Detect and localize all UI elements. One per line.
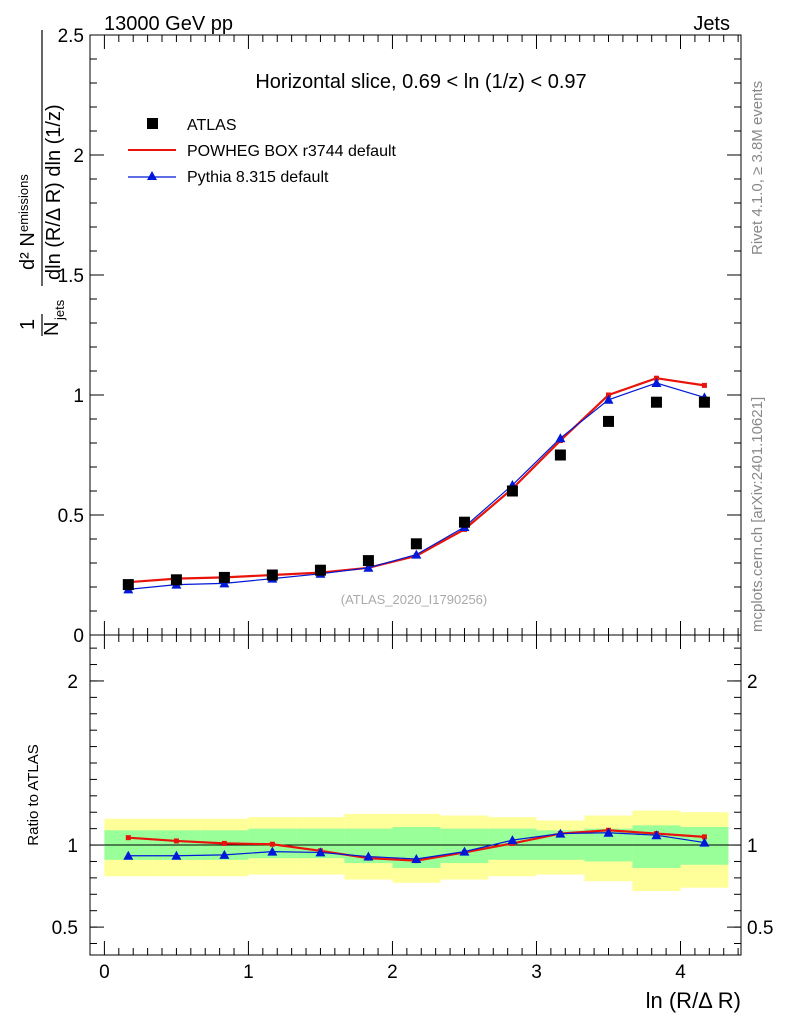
atlas-point <box>170 574 182 586</box>
atlas-point <box>122 579 134 591</box>
ratio-xtick-label: 0 <box>99 962 110 983</box>
ratio-pythia-point <box>411 854 422 863</box>
ratio-ytick-label: 1 <box>67 836 78 857</box>
svg-text:emissions: emissions <box>16 174 31 232</box>
legend-pythia-label: Pythia 8.315 default <box>187 169 329 186</box>
mcplots-label: mcplots.cern.ch [arXiv:2401.10621] <box>749 397 766 632</box>
header-left-label: 13000 GeV pp <box>104 13 233 35</box>
pythia-point <box>603 394 614 404</box>
atlas-point <box>362 555 374 567</box>
atlas-point <box>554 449 566 461</box>
pythia-point <box>651 378 662 387</box>
atlas-point <box>602 415 614 427</box>
ratio-pythia-point <box>219 849 230 859</box>
ratio-pythia-point <box>123 850 134 860</box>
atlas-point <box>650 396 662 408</box>
svg-text:1: 1 <box>17 319 39 330</box>
svg-text:dln (R/Δ R) dln (1/z): dln (R/Δ R) dln (1/z) <box>43 104 65 280</box>
atlas-point <box>314 564 326 576</box>
ratio-pythia-point <box>267 846 278 856</box>
ratio-xtick-label: 1 <box>243 962 254 983</box>
rivet-label: Rivet 4.1.0, ≥ 3.8M events <box>749 81 766 255</box>
ratio-pythia-point <box>363 851 374 861</box>
ratio-pythia-point <box>603 827 614 837</box>
legend-powheg-label: POWHEG BOX r3744 default <box>187 143 397 160</box>
ratio-ytick-label-right: 2 <box>747 672 758 693</box>
ratio-ylabel: Ratio to ATLAS <box>25 744 42 845</box>
atlas-point <box>266 569 278 581</box>
header-right-label: Jets <box>693 13 730 35</box>
atlas-point <box>410 538 422 550</box>
watermark: (ATLAS_2020_I1790256) <box>341 592 487 607</box>
ratio-xlabel: ln (R/Δ R) <box>646 988 741 1013</box>
ratio-axis-ticks: 0.5 0.5 1 1 2 2 0 1 2 3 4 <box>52 635 773 983</box>
pythia-point <box>363 562 374 572</box>
main-ytick-label: 0 <box>73 626 84 647</box>
powheg-point <box>701 382 707 388</box>
ratio-ytick-label-right: 1 <box>747 836 758 857</box>
ratio-panel: 0.5 0.5 1 1 2 2 0 1 2 3 4 Ratio to ATLAS ln (R/Δ R… <box>25 634 773 1013</box>
ratio-powheg-point <box>701 834 707 840</box>
svg-text:d² N: d² N <box>17 232 39 270</box>
main-panel: 0 0.5 1 1.5 2 2.5 Horizontal slice, 0.69 < ln… <box>16 26 742 647</box>
ratio-xtick-label: 4 <box>675 962 686 983</box>
ratio-powheg-point <box>269 841 275 847</box>
ratio-ytick-label-right: 0.5 <box>747 918 773 939</box>
main-ytick-label: 1.5 <box>58 266 84 287</box>
ratio-pythia-point <box>699 837 710 847</box>
legend-atlas-marker <box>147 118 158 129</box>
pythia-point <box>411 549 422 559</box>
ratio-pythia-point <box>555 828 566 838</box>
ratio-ytick-label: 2 <box>67 672 78 693</box>
main-ylabel: 1 N jets d² N emissions dln (R/Δ R) dln … <box>16 30 67 336</box>
ratio-pythia-point <box>507 835 518 845</box>
svg-text:jets: jets <box>52 299 67 321</box>
atlas-point <box>698 396 710 408</box>
pythia-point <box>555 433 566 443</box>
main-ytick-label: 2 <box>73 146 84 167</box>
main-axis-ticks: 0 0.5 1 1.5 2 2.5 <box>58 26 741 647</box>
ratio-pythia-point <box>315 847 326 857</box>
ratio-xtick-label: 2 <box>387 962 398 983</box>
ratio-ytick-label: 0.5 <box>52 918 78 939</box>
legend-atlas-label: ATLAS <box>187 117 237 134</box>
ratio-band-inner <box>440 828 489 864</box>
atlas-point <box>458 516 470 528</box>
ratio-plot-frame <box>89 634 742 956</box>
ratio-powheg-point <box>173 838 179 844</box>
legend-pythia-marker <box>147 171 157 180</box>
atlas-point <box>506 485 518 497</box>
ratio-powheg-point <box>221 840 227 846</box>
ratio-pythia-point <box>651 830 662 840</box>
atlas-point <box>218 571 230 583</box>
main-title: Horizontal slice, 0.69 < ln (1/z) < 0.97 <box>255 71 586 93</box>
main-ytick-label: 1 <box>73 386 84 407</box>
main-ytick-label: 2.5 <box>58 26 84 47</box>
legend: ATLAS POWHEG BOX r3744 default Pythia 8.… <box>128 117 397 186</box>
ratio-xtick-label: 3 <box>531 962 542 983</box>
svg-text:N: N <box>41 322 63 336</box>
main-ytick-label: 0.5 <box>58 506 84 527</box>
ratio-pythia-point <box>171 850 182 860</box>
ratio-pythia-point <box>459 846 470 856</box>
ratio-powheg-point <box>125 835 131 841</box>
